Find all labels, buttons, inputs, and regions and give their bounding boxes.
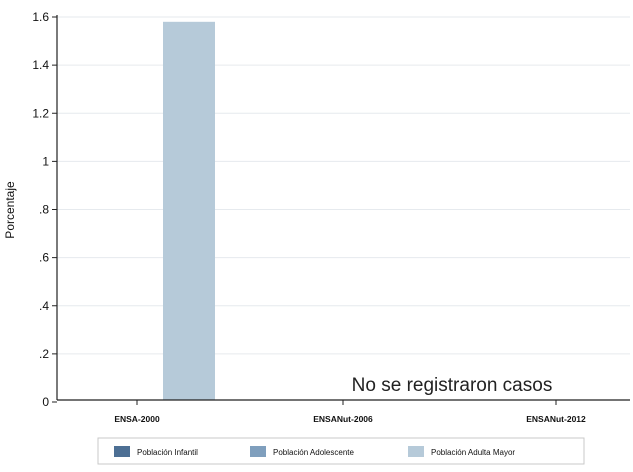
y-tick-label: .6	[39, 251, 49, 265]
legend-swatch	[114, 446, 130, 457]
y-ticks: 0 .2 .4 .6 .8 1 1.2 1.4 1.6	[32, 10, 57, 409]
legend-swatch	[408, 446, 424, 457]
legend: Población Infantil Población Adolescente P…	[114, 446, 515, 457]
bar	[163, 21, 215, 400]
x-ticks: ENSA-2000 ENSANut-2006 ENSANut-2012	[114, 400, 586, 424]
y-tick-label: .4	[39, 299, 49, 313]
legend-label: Población Adulta Mayor	[431, 448, 515, 457]
y-tick-label: 1.6	[32, 10, 49, 24]
legend-box	[97, 437, 585, 465]
y-tick-label: .8	[39, 203, 49, 217]
y-axis-title: Porcentaje	[3, 181, 17, 239]
x-tick-label: ENSANut-2012	[526, 414, 586, 424]
y-tick-label: 1.4	[32, 58, 49, 72]
legend-label: Población Adolescente	[273, 448, 355, 457]
no-cases-annotation: No se registraron casos	[352, 375, 553, 396]
y-tick-label: 1.2	[32, 106, 49, 120]
x-tick-label: ENSANut-2006	[313, 414, 373, 424]
gridlines	[57, 16, 630, 355]
y-tick-label: .2	[39, 347, 49, 361]
legend-label: Población Infantil	[137, 448, 198, 457]
bars	[163, 21, 215, 400]
legend-swatch	[250, 446, 266, 457]
y-tick-label: 0	[42, 395, 49, 409]
x-tick-label: ENSA-2000	[114, 414, 160, 424]
y-tick-label: 1	[42, 154, 49, 168]
